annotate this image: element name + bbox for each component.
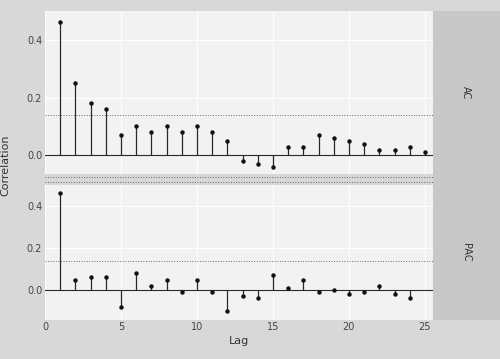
Text: PAC: PAC <box>461 243 471 261</box>
Text: Correlation: Correlation <box>0 134 10 196</box>
X-axis label: Lag: Lag <box>228 336 249 346</box>
Text: AC: AC <box>461 86 471 99</box>
